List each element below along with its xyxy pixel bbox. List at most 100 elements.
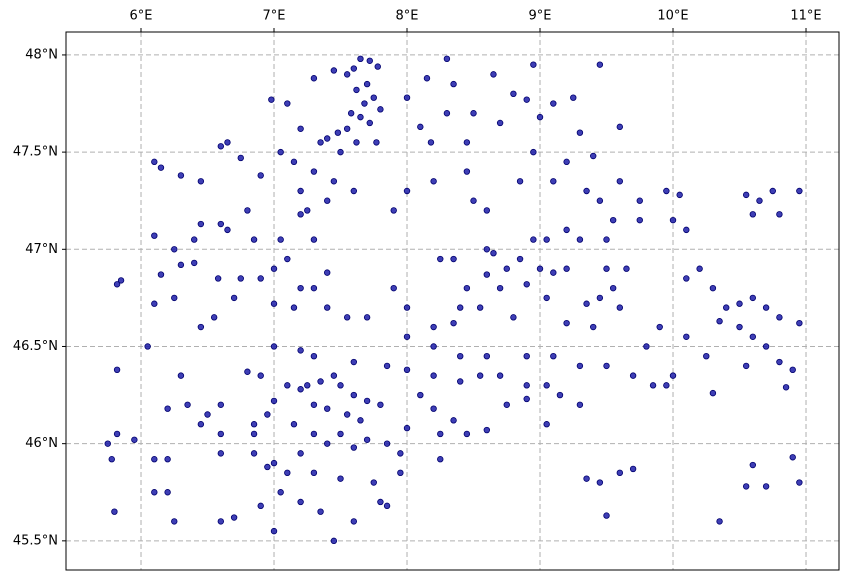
point: [576, 129, 584, 136]
point: [343, 411, 351, 418]
point: [603, 265, 610, 272]
point: [596, 61, 604, 68]
point: [373, 139, 380, 146]
point: [214, 275, 222, 282]
point: [151, 489, 158, 496]
point: [762, 304, 770, 311]
point: [330, 537, 338, 545]
point: [217, 430, 225, 438]
point: [270, 459, 278, 467]
point: [663, 382, 670, 389]
point: [310, 430, 318, 438]
point: [496, 372, 504, 379]
point: [277, 236, 284, 243]
point: [536, 265, 544, 272]
point: [337, 475, 344, 482]
point: [151, 300, 158, 307]
point: [616, 178, 624, 185]
point: [144, 343, 151, 350]
point: [366, 119, 373, 127]
point: [463, 284, 471, 292]
point: [576, 362, 584, 370]
point: [749, 211, 757, 218]
point: [669, 216, 677, 224]
point: [164, 405, 171, 412]
point: [596, 479, 604, 486]
point: [330, 372, 338, 379]
point: [330, 67, 338, 74]
point: [297, 284, 304, 292]
point: [403, 366, 411, 374]
point: [317, 139, 324, 146]
plot-frame: [65, 31, 840, 571]
point: [476, 304, 484, 311]
point: [350, 65, 358, 72]
point: [191, 236, 198, 243]
point: [590, 323, 597, 331]
point: [204, 411, 211, 418]
point: [343, 314, 351, 321]
point: [353, 86, 360, 94]
point: [782, 384, 790, 391]
point: [250, 421, 258, 428]
point: [324, 440, 331, 447]
point: [576, 236, 584, 243]
point: [197, 323, 205, 331]
point: [629, 465, 637, 473]
point: [164, 489, 171, 496]
point: [284, 255, 291, 263]
point: [370, 94, 377, 101]
point: [530, 236, 537, 243]
point: [224, 226, 231, 234]
point: [470, 110, 477, 117]
point: [297, 211, 304, 218]
point: [330, 178, 338, 185]
point: [264, 411, 271, 418]
point: [457, 378, 464, 385]
point: [343, 71, 351, 78]
point: [443, 55, 451, 63]
point: [270, 343, 278, 350]
y-tick-label: 45.5°N: [13, 533, 58, 548]
point: [530, 61, 537, 68]
point: [563, 226, 570, 234]
point: [230, 514, 238, 521]
point: [113, 430, 121, 438]
point: [523, 395, 530, 403]
point: [363, 314, 371, 321]
point: [417, 391, 424, 399]
point: [450, 319, 457, 327]
x-tick-label: 11°E: [790, 9, 821, 24]
point: [334, 129, 342, 136]
point: [350, 391, 358, 399]
point: [403, 424, 411, 432]
point: [496, 284, 504, 292]
point: [370, 479, 377, 486]
point: [403, 187, 411, 195]
point: [257, 372, 264, 379]
point: [210, 314, 218, 321]
point: [709, 284, 717, 292]
point: [543, 421, 550, 428]
point: [383, 362, 391, 370]
point: [151, 158, 158, 166]
point: [430, 323, 437, 331]
point: [357, 113, 364, 121]
point: [756, 197, 763, 204]
point: [683, 226, 690, 234]
point: [749, 333, 757, 340]
point: [437, 430, 444, 438]
point: [324, 197, 331, 204]
point: [297, 450, 304, 457]
point: [310, 236, 318, 243]
point: [762, 343, 770, 350]
point: [184, 401, 191, 408]
point: [417, 123, 424, 131]
point: [550, 178, 557, 185]
point: [217, 220, 225, 228]
point: [224, 139, 231, 146]
point: [543, 382, 550, 389]
point: [113, 281, 121, 288]
point: [629, 372, 637, 379]
